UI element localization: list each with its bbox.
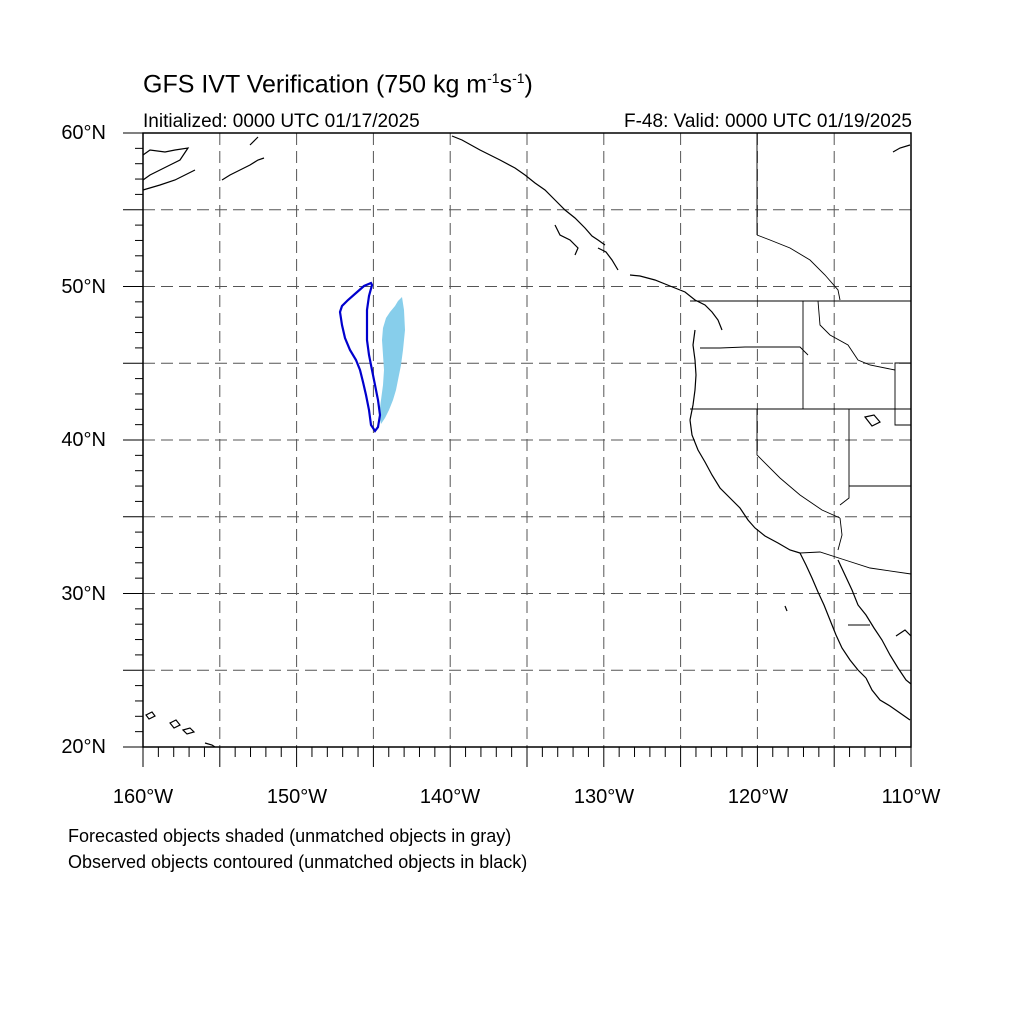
coastline-segment <box>169 719 181 729</box>
chart-title: GFS IVT Verification (750 kg m-1s-1) <box>143 70 533 99</box>
lat-label-40n: 40°N <box>61 429 106 451</box>
grid-lines <box>143 133 911 747</box>
lon-label-110w: 110°W <box>881 786 941 808</box>
coastline-segment <box>865 677 911 721</box>
coastline-segment <box>142 147 190 181</box>
coastline-segment <box>892 144 911 153</box>
map-frame <box>142 132 912 748</box>
coastline-segment <box>221 157 265 181</box>
legend-note-observed: Observed objects contoured (unmatched ob… <box>68 852 528 872</box>
border-segment <box>700 346 809 356</box>
lat-label-30n: 30°N <box>61 583 106 605</box>
axis-ticks <box>123 132 912 767</box>
coastline-segment <box>554 224 579 256</box>
lon-label-150w: 150°W <box>266 786 328 808</box>
border-segment <box>837 517 843 551</box>
coastline-segment <box>689 329 697 421</box>
border-segment <box>799 551 912 575</box>
initialized-time: Initialized: 0000 UTC 01/17/2025 <box>143 111 420 132</box>
lon-label-120w: 120°W <box>727 786 789 808</box>
valid-time: F-48: Valid: 0000 UTC 01/19/2025 <box>624 111 912 132</box>
lon-label-130w: 130°W <box>573 786 635 808</box>
lat-label-20n: 20°N <box>61 736 106 758</box>
legend-note-forecast: Forecasted objects shaded (unmatched obj… <box>68 826 512 846</box>
coastline-segment <box>837 559 912 685</box>
lon-label-140w: 140°W <box>419 786 481 808</box>
lon-label-160w: 160°W <box>112 786 174 808</box>
border-segment <box>839 409 850 506</box>
coastline-segment <box>145 711 156 720</box>
border-segment <box>756 234 841 301</box>
coastline-segment <box>895 629 912 637</box>
coastline-segment <box>799 552 867 679</box>
coastline-segment <box>784 605 788 612</box>
coastline-segment <box>142 169 196 191</box>
forecast-object <box>379 297 405 424</box>
coastline-segment <box>689 419 801 554</box>
coastline-segment <box>597 247 619 271</box>
coastline-segment <box>451 135 606 246</box>
political-borders <box>690 133 912 626</box>
border-segment <box>756 409 841 519</box>
lat-label-50n: 50°N <box>61 276 106 298</box>
coastline-segment <box>249 136 259 146</box>
observed-contour <box>338 281 382 433</box>
lat-label-60n: 60°N <box>61 122 106 144</box>
border-segment <box>894 362 912 426</box>
coastline-segment <box>181 727 196 735</box>
coastline-segment <box>863 414 881 427</box>
border-segment <box>817 300 896 371</box>
coastline-segment <box>629 274 723 331</box>
